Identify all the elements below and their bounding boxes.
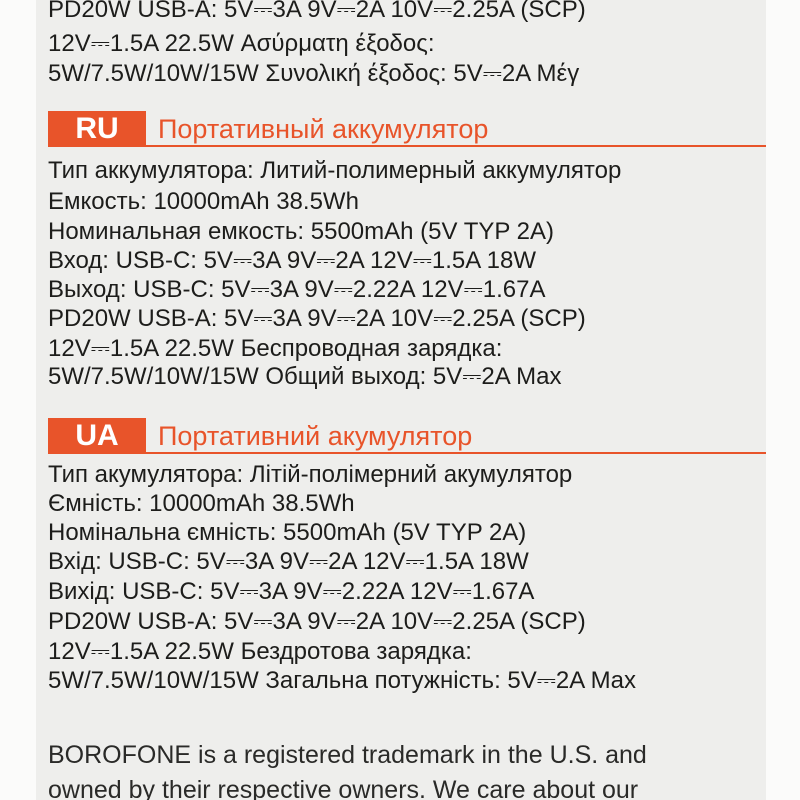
product-label: PD20W USB-A: 5V⎓3A 9V⎓2A 10V⎓2.25A (SCP)… — [36, 0, 766, 800]
trademark-text: BOROFONE is a registered trademark in th… — [48, 741, 647, 769]
greek-spec-line: 12V⎓1.5A 22.5W Ασύρματη έξοδος: — [48, 30, 435, 57]
ru-spec-line: Выход: USB-C: 5V⎓3A 9V⎓2.22A 12V⎓1.67A — [48, 276, 546, 303]
greek-spec-line: 5W/7.5W/10W/15W Συνολική έξοδος: 5V⎓2A Μ… — [48, 60, 580, 87]
ua-section-title: Портативний акумулятор — [158, 421, 473, 451]
ua-spec-line: PD20W USB-A: 5V⎓3A 9V⎓2A 10V⎓2.25A (SCP) — [48, 608, 586, 635]
ru-spec-line: Вход: USB-C: 5V⎓3A 9V⎓2A 12V⎓1.5A 18W — [48, 247, 536, 274]
ru-section-header: RU Портативный аккумулятор — [48, 111, 766, 147]
ru-spec-line: Емкость: 10000mAh 38.5Wh — [48, 188, 359, 215]
ua-spec-line: Вхід: USB-C: 5V⎓3A 9V⎓2A 12V⎓1.5A 18W — [48, 548, 529, 575]
ru-spec-line: Тип аккумулятора: Литий-полимерный аккум… — [48, 157, 622, 184]
ua-section-header: UA Портативний акумулятор — [48, 418, 766, 454]
ua-spec-line: 12V⎓1.5A 22.5W Бездротова зарядка: — [48, 638, 472, 665]
ru-spec-line: 5W/7.5W/10W/15W Общий выход: 5V⎓2A Max — [48, 363, 562, 390]
ru-header-rule — [146, 145, 766, 147]
ru-section-title: Портативный аккумулятор — [158, 114, 489, 144]
ua-header-rule — [146, 452, 766, 454]
ua-spec-line: Ємність: 10000mAh 38.5Wh — [48, 490, 355, 517]
ru-spec-line: Номинальная емкость: 5500mAh (5V TYP 2A) — [48, 218, 555, 245]
ua-language-badge: UA — [48, 418, 146, 454]
greek-spec-line: PD20W USB-A: 5V⎓3A 9V⎓2A 10V⎓2.25A (SCP) — [48, 0, 586, 23]
ru-spec-line: 12V⎓1.5A 22.5W Беспроводная зарядка: — [48, 335, 503, 362]
ua-spec-line: Вихід: USB-C: 5V⎓3A 9V⎓2.22A 12V⎓1.67A — [48, 578, 535, 605]
ua-spec-line: Номінальна ємність: 5500mAh (5V TYP 2A) — [48, 519, 527, 546]
ru-spec-line: PD20W USB-A: 5V⎓3A 9V⎓2A 10V⎓2.25A (SCP) — [48, 305, 586, 332]
ua-spec-line: Тип акумулятора: Літій-полімерний акумул… — [48, 461, 573, 488]
ru-language-badge: RU — [48, 111, 146, 147]
trademark-text: owned by their respective owners. We car… — [48, 776, 639, 800]
ua-spec-line: 5W/7.5W/10W/15W Загальна потужність: 5V⎓… — [48, 667, 636, 694]
